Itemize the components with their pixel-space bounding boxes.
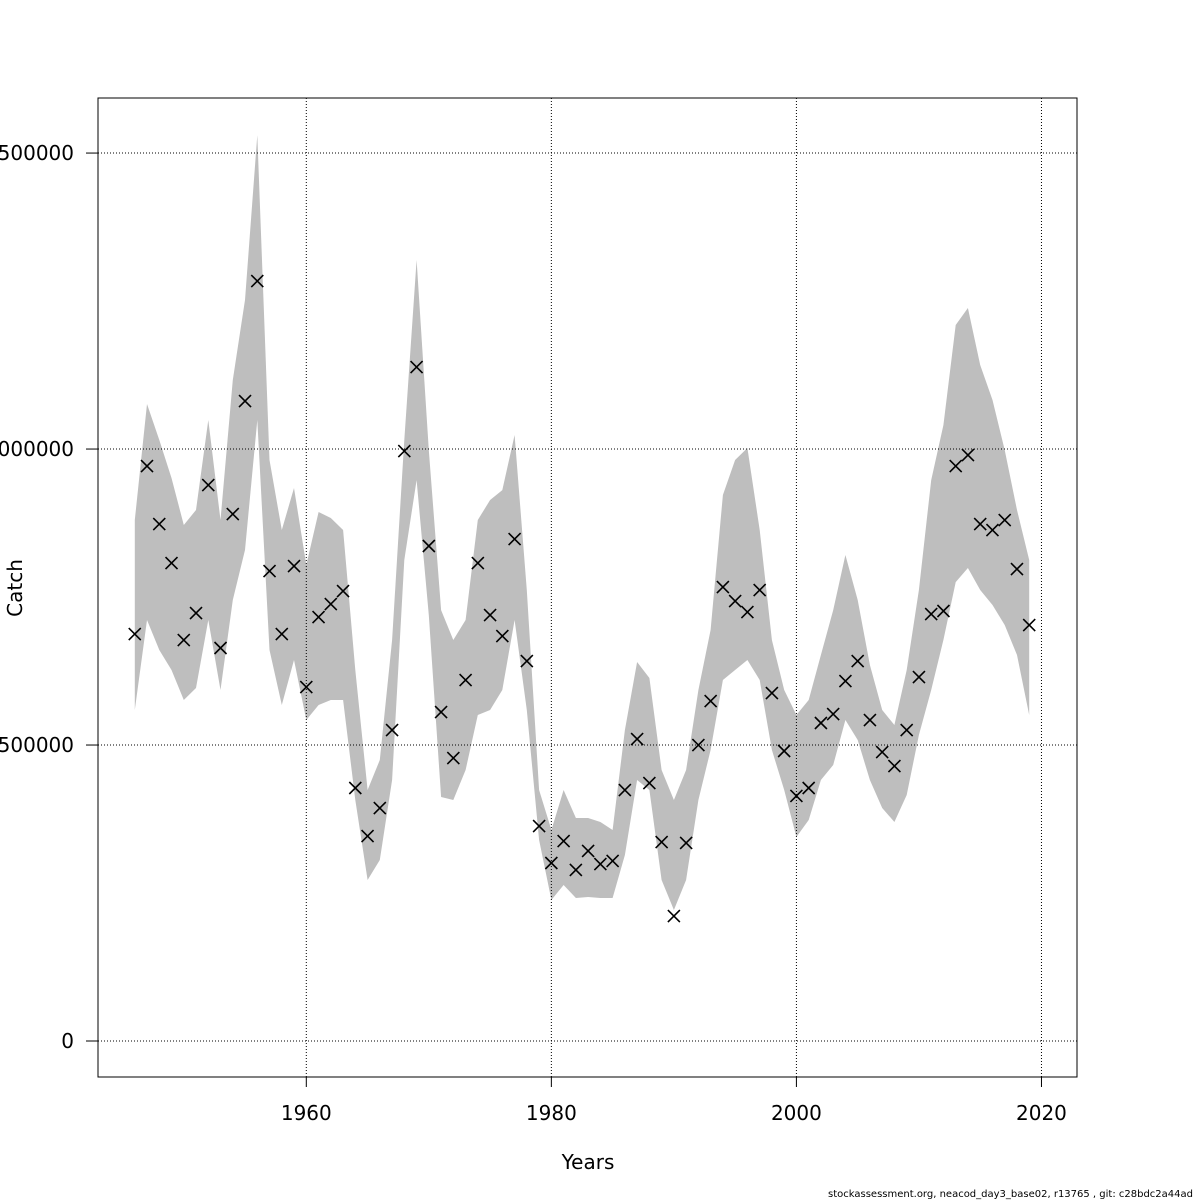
observed-point [838, 674, 852, 688]
observed-point [164, 556, 179, 570]
observed-point [373, 801, 387, 815]
observed-point [900, 723, 914, 737]
observed-point [471, 556, 485, 570]
y-tick-label: 1000000 [0, 437, 74, 461]
observed-point [238, 394, 252, 408]
y-axis-label: Catch [3, 559, 27, 617]
plot-frame [97, 97, 1078, 1078]
observed-point [397, 444, 411, 458]
observed-point [520, 654, 534, 668]
observed-point [618, 783, 632, 797]
x-tick-label: 2020 [1016, 1101, 1067, 1125]
observed-point [973, 517, 987, 531]
observed-point [606, 854, 620, 868]
observed-point [998, 513, 1012, 527]
observed-point [630, 732, 644, 746]
observed-point [569, 863, 583, 877]
observed-point [814, 716, 828, 730]
observed-point [642, 776, 656, 790]
observed-point [557, 834, 571, 848]
y-tick-label: 0 [61, 1029, 74, 1053]
observed-point [495, 629, 509, 643]
observed-point [581, 844, 595, 858]
observed-point [728, 594, 742, 608]
observed-point [410, 360, 424, 374]
x-axis-label: Years [561, 1150, 615, 1174]
confidence-band [134, 135, 1030, 911]
observed-point [287, 559, 301, 573]
observed-point [508, 532, 522, 546]
observed-point [177, 633, 191, 647]
observed-point [667, 909, 681, 923]
observed-point [655, 835, 669, 849]
observed-point [385, 723, 399, 737]
y-tick-label: 500000 [0, 733, 74, 757]
observed-point [459, 673, 473, 687]
observed-point [912, 670, 926, 684]
observed-point [765, 686, 779, 700]
observed-point [226, 507, 240, 521]
observed-point [753, 583, 767, 597]
observed-point [544, 856, 558, 870]
observed-point [985, 523, 1000, 537]
observed-point [949, 459, 963, 473]
observed-point [128, 627, 142, 641]
observed-point [299, 680, 313, 694]
observed-point [140, 459, 154, 473]
observed-point [250, 274, 264, 288]
observed-point [875, 745, 889, 759]
observed-point [704, 694, 718, 708]
observed-point [826, 707, 840, 721]
observed-point [887, 759, 901, 773]
observed-point [324, 597, 338, 611]
observed-point [851, 654, 865, 668]
observed-point [213, 641, 228, 655]
observed-point [152, 517, 166, 531]
observed-point [789, 789, 803, 803]
observed-point [189, 606, 203, 620]
observed-point [740, 605, 754, 619]
observed-point [802, 781, 816, 795]
observed-point [936, 604, 951, 618]
observed-point [777, 744, 791, 758]
observed-point [360, 829, 375, 843]
observed-point [434, 705, 448, 719]
observed-point [1010, 562, 1024, 576]
x-tick-label: 1960 [281, 1101, 332, 1125]
observed-point [446, 751, 460, 765]
observed-point [336, 584, 350, 598]
x-tick-label: 1980 [526, 1101, 577, 1125]
caption: stockassessment.org, neacod_day3_base02,… [828, 1189, 1193, 1200]
observed-point [924, 607, 938, 621]
observed-point [532, 819, 546, 833]
observed-point [716, 580, 730, 594]
observed-point [275, 627, 289, 641]
observed-point [593, 857, 607, 871]
observed-point [961, 448, 975, 462]
observed-point [311, 610, 326, 624]
observed-point [422, 539, 436, 553]
x-tick-label: 2000 [771, 1101, 822, 1125]
observed-point [1022, 618, 1036, 632]
observed-point [483, 608, 497, 622]
observed-point [348, 781, 362, 795]
observed-point [201, 478, 215, 492]
observed-point [679, 836, 693, 850]
y-tick-label: 1500000 [0, 141, 74, 165]
observed-point [262, 564, 277, 578]
observed-point [691, 738, 705, 752]
observed-point [863, 713, 877, 727]
